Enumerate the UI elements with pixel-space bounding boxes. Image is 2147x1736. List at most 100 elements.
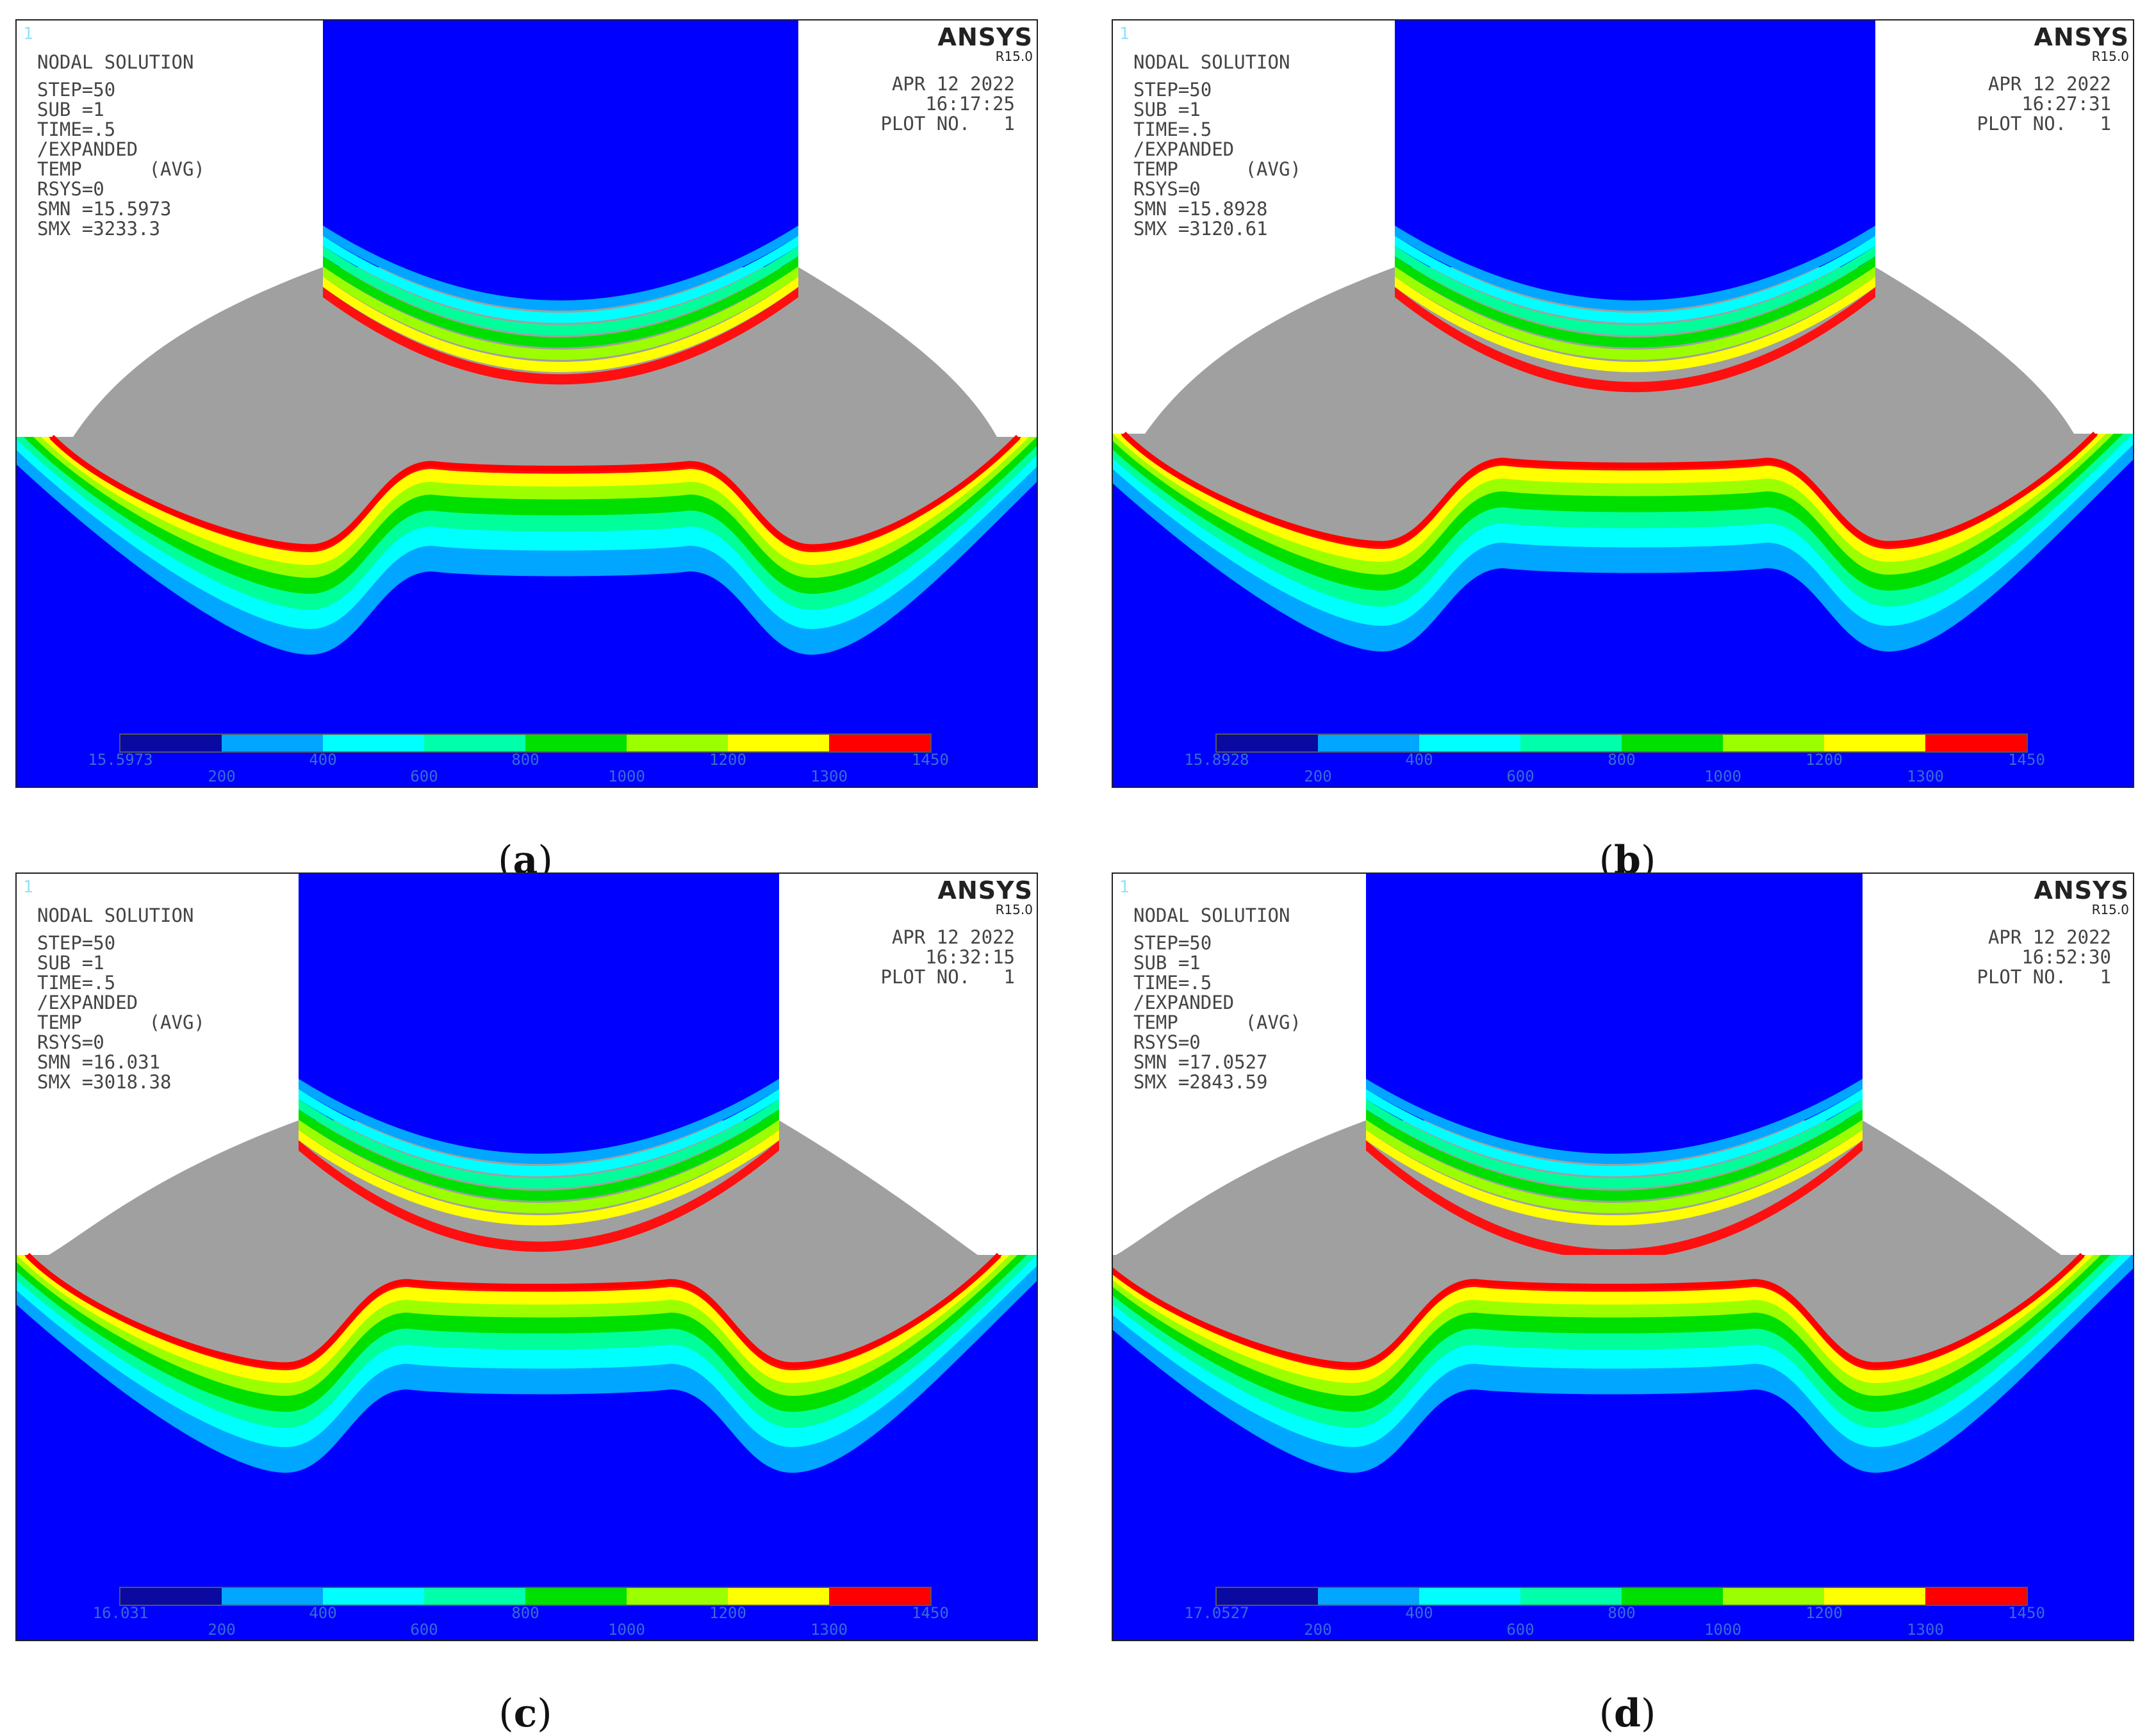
legend-swatch	[1419, 735, 1520, 751]
frame-number: 1	[23, 878, 33, 897]
legend-swatch	[222, 1588, 323, 1605]
legend-min-label: 15.5973	[88, 751, 153, 769]
upper-band-5	[323, 277, 798, 372]
upper-band-0	[1366, 1079, 1863, 1164]
legend-tick-label: 800	[1608, 1604, 1636, 1622]
upper-band-3	[299, 1110, 779, 1201]
upper-band-2	[323, 246, 798, 336]
info-line: TIME=.5	[1133, 119, 1212, 140]
upper-band-6	[299, 1140, 779, 1252]
plot-stamp: APR 12 2022 16:32:15 PLOT NO. 1	[880, 928, 1015, 987]
legend-tick-label: 200	[208, 767, 236, 785]
legend-tick-label: 200	[1304, 1621, 1332, 1639]
plot-time: 16:52:30	[2021, 946, 2111, 968]
legend-tick-label: 1000	[608, 1621, 645, 1639]
legend-swatch	[1520, 735, 1622, 751]
upper-band-1	[299, 1089, 779, 1177]
info-line: NODAL SOLUTION	[1133, 51, 1290, 73]
plot-time: 16:32:15	[925, 946, 1015, 968]
info-line: NODAL SOLUTION	[37, 905, 194, 926]
panel-caption-c: (c)	[498, 1691, 552, 1736]
lower-gray-cap	[1113, 1255, 2083, 1365]
legend-swatch	[120, 1588, 222, 1605]
brand-name: ANSYS	[937, 876, 1033, 905]
legend-max-label: 1450	[2008, 751, 2045, 769]
color-legend	[119, 1587, 932, 1606]
info-line: TIME=.5	[1133, 972, 1212, 994]
legend-tick-label: 400	[1405, 1604, 1433, 1622]
legend-swatch	[1824, 735, 1925, 751]
software-brand: ANSYS R15.0	[938, 23, 1033, 64]
legend-min-label: 17.0527	[1184, 1604, 1249, 1622]
legend-tick-label: 600	[1506, 767, 1534, 785]
legend-tick-label: 800	[1608, 751, 1636, 769]
legend-swatch	[1622, 1588, 1723, 1605]
lower-interface-line	[25, 1252, 1001, 1368]
upper-band-6	[1395, 287, 1875, 393]
legend-swatch	[627, 1588, 728, 1605]
legend-swatch	[222, 735, 323, 751]
legend-swatch	[1419, 1588, 1520, 1605]
legend-tick-label: 1300	[1907, 767, 1944, 785]
panel-caption-d: (d)	[1599, 1691, 1656, 1736]
info-line: TEMP (AVG)	[37, 158, 205, 180]
info-line: TIME=.5	[37, 119, 116, 140]
legend-tick-label: 400	[1405, 751, 1433, 769]
info-line: SUB =1	[1133, 99, 1201, 120]
legend-swatch	[525, 1588, 627, 1605]
info-line: STEP=50	[1133, 79, 1212, 101]
legend-swatch	[1520, 1588, 1622, 1605]
legend-swatch	[728, 735, 829, 751]
info-line: STEP=50	[1133, 932, 1212, 954]
contour-panel-d: 1 NODAL SOLUTION STEP=50 SUB =1 TIME=.5/EXP…	[1112, 872, 2134, 1641]
info-line: SUB =1	[37, 99, 104, 120]
info-line: RSYS=0	[37, 1031, 104, 1053]
upper-band-0	[323, 225, 798, 311]
info-line: /EXPANDED	[1133, 992, 1235, 1013]
upper-band-0	[299, 1079, 779, 1164]
upper-band-5	[1366, 1130, 1863, 1225]
info-line: TEMP (AVG)	[1133, 1011, 1301, 1033]
legend-swatch	[728, 1588, 829, 1605]
legend-swatch	[1217, 1588, 1318, 1605]
legend-max-label: 1450	[912, 751, 949, 769]
upper-band-3	[1366, 1110, 1863, 1201]
brand-version: R15.0	[2091, 902, 2129, 917]
legend-swatch	[1925, 1588, 2027, 1605]
legend-tick-label: 1300	[810, 1621, 848, 1639]
plot-number: PLOT NO. 1	[880, 113, 1015, 135]
upper-band-2	[1366, 1099, 1863, 1189]
legend-swatch	[1723, 1588, 1824, 1605]
legend-tick-label: 200	[1304, 767, 1332, 785]
legend-swatch	[1318, 735, 1419, 751]
legend-tick-label: 1300	[810, 767, 848, 785]
legend-swatch	[1217, 735, 1318, 751]
legend-min-label: 15.8928	[1184, 751, 1249, 769]
upper-band-1	[1366, 1089, 1863, 1177]
temperature-field	[1113, 20, 2133, 787]
info-line: TEMP (AVG)	[1133, 158, 1301, 180]
plot-time: 16:27:31	[2021, 93, 2111, 115]
info-line: SMX =3018.38	[37, 1071, 172, 1093]
upper-band-2	[299, 1099, 779, 1189]
contour-panel-a: 1 NODAL SOLUTION STEP=50 SUB =1 TIME=.5/EXP…	[15, 19, 1038, 788]
software-brand: ANSYS R15.0	[2034, 876, 2129, 917]
contour-panel-c: 1 NODAL SOLUTION STEP=50 SUB =1 TIME=.5/EXP…	[15, 872, 1038, 1641]
upper-band-5	[1395, 277, 1875, 372]
legend-tick-label: 1200	[709, 751, 746, 769]
upper-band-1	[323, 236, 798, 323]
tool-cold-zone	[1395, 20, 1875, 300]
upper-band-3	[1395, 256, 1875, 348]
upper-band-5	[299, 1130, 779, 1225]
plot-number: PLOT NO. 1	[880, 966, 1015, 988]
plot-date: APR 12 2022	[1987, 926, 2111, 948]
legend-tick-label: 1000	[1704, 1621, 1741, 1639]
info-line: SUB =1	[37, 952, 104, 974]
upper-band-2	[1395, 246, 1875, 336]
solution-info: NODAL SOLUTION STEP=50 SUB =1 TIME=.5/EXPA…	[37, 906, 205, 1092]
info-line: /EXPANDED	[1133, 138, 1235, 160]
legend-tick-label: 800	[511, 1604, 539, 1622]
temperature-field	[17, 874, 1037, 1640]
color-legend	[1215, 1587, 2028, 1606]
legend-swatch	[1925, 735, 2027, 751]
